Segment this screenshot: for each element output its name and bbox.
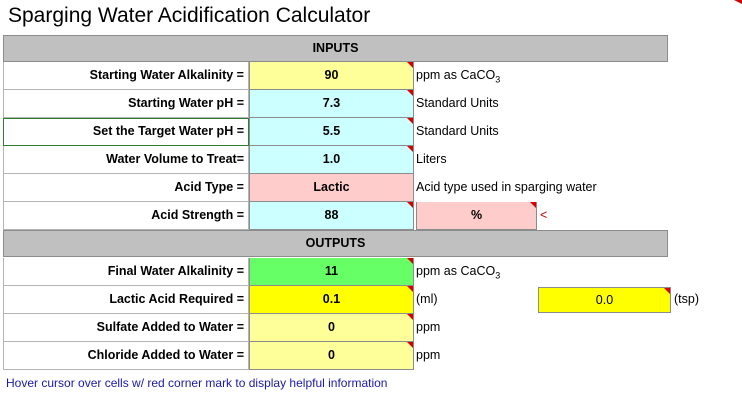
- final-alkalinity-value: 11: [324, 264, 339, 278]
- acid-strength-unit: %: [470, 208, 483, 222]
- comment-marker-icon[interactable]: [407, 258, 413, 264]
- comment-marker-icon[interactable]: [407, 90, 413, 96]
- comment-marker-icon[interactable]: [407, 202, 413, 208]
- inputs-section-header: INPUTS: [3, 35, 668, 62]
- starting-ph-value: 7.3: [322, 96, 341, 110]
- final-alkalinity-unit: ppm as CaCO3: [416, 258, 500, 286]
- acid-required-tsp-value: 0.0: [595, 293, 614, 307]
- acid-required-unit: (ml): [416, 292, 438, 306]
- sulfate-value: 0: [328, 320, 335, 334]
- sulfate-result: 0: [249, 314, 414, 342]
- water-volume-unit: Liters: [416, 152, 447, 166]
- acid-type-label: Acid Type =: [3, 174, 249, 202]
- alkalinity-unit: ppm as CaCO3: [416, 62, 500, 90]
- chloride-value: 0: [328, 348, 335, 362]
- alkalinity-unit-text: ppm as CaCO: [416, 68, 496, 82]
- comment-marker-icon[interactable]: [407, 314, 413, 320]
- acid-strength-unit-select[interactable]: %: [416, 202, 537, 230]
- final-alkalinity-result: 11: [249, 258, 414, 286]
- comment-marker-icon[interactable]: [407, 342, 413, 348]
- final-alkalinity-unit-sub: 3: [495, 270, 501, 281]
- acid-strength-input[interactable]: 88: [249, 202, 414, 230]
- water-volume-input[interactable]: 1.0: [249, 146, 414, 174]
- page-title: Sparging Water Acidification Calculator: [8, 4, 371, 27]
- chloride-unit: ppm: [416, 348, 441, 362]
- comment-marker-icon[interactable]: [407, 146, 413, 152]
- help-footer-note: Hover cursor over cells w/ red corner ma…: [6, 376, 388, 390]
- acid-required-result: 0.1: [249, 286, 414, 314]
- comment-marker-icon[interactable]: [664, 288, 670, 294]
- comment-marker-icon[interactable]: [407, 118, 413, 124]
- water-volume-label: Water Volume to Treat=: [3, 146, 249, 174]
- comment-marker-icon[interactable]: [407, 62, 413, 68]
- sulfate-label: Sulfate Added to Water =: [3, 314, 249, 342]
- chloride-result: 0: [249, 342, 414, 370]
- comment-marker-icon[interactable]: [530, 202, 536, 208]
- outputs-section-header: OUTPUTS: [3, 230, 668, 257]
- acid-type-description: Acid type used in sparging water: [416, 180, 597, 194]
- comment-marker-icon[interactable]: [407, 286, 413, 292]
- starting-ph-unit: Standard Units: [416, 96, 499, 110]
- acid-type-select[interactable]: Lactic: [249, 174, 414, 202]
- alkalinity-unit-sub: 3: [495, 74, 501, 85]
- alkalinity-label: Starting Water Alkalinity =: [3, 62, 249, 90]
- starting-ph-label: Starting Water pH =: [3, 90, 249, 118]
- acid-strength-value: 88: [324, 208, 339, 222]
- target-ph-value: 5.5: [322, 124, 341, 138]
- final-alkalinity-label: Final Water Alkalinity =: [3, 258, 249, 286]
- acid-strength-label: Acid Strength =: [3, 202, 249, 230]
- alkalinity-value: 90: [324, 68, 339, 82]
- final-alkalinity-unit-text: ppm as CaCO: [416, 264, 496, 278]
- water-volume-value: 1.0: [322, 152, 341, 166]
- sulfate-unit: ppm: [416, 320, 441, 334]
- chloride-label: Chloride Added to Water =: [3, 342, 249, 370]
- acid-required-label: Lactic Acid Required =: [3, 286, 249, 314]
- target-ph-label: Set the Target Water pH =: [3, 118, 249, 146]
- target-ph-input[interactable]: 5.5: [249, 118, 414, 146]
- comment-indicator: [734, 0, 742, 4]
- target-ph-unit: Standard Units: [416, 124, 499, 138]
- starting-ph-input[interactable]: 7.3: [249, 90, 414, 118]
- acid-type-value: Lactic: [313, 180, 350, 194]
- acid-required-tsp-unit: (tsp): [674, 292, 699, 306]
- alkalinity-input[interactable]: 90: [249, 62, 414, 90]
- acid-required-value: 0.1: [322, 292, 341, 306]
- acid-required-tsp-result: 0.0: [538, 287, 671, 313]
